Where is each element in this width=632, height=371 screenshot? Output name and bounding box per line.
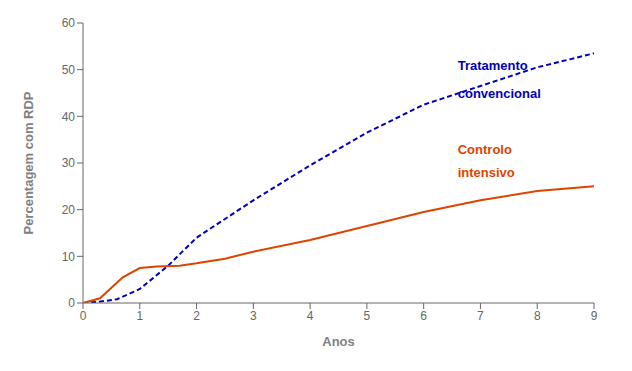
- svg-text:40: 40: [62, 110, 76, 124]
- svg-text:Tratamento: Tratamento: [458, 58, 528, 73]
- svg-text:3: 3: [250, 309, 257, 323]
- svg-text:4: 4: [307, 309, 314, 323]
- svg-text:2: 2: [193, 309, 200, 323]
- svg-text:Anos: Anos: [322, 334, 355, 349]
- svg-text:Percentagem com RDP: Percentagem com RDP: [21, 91, 36, 234]
- svg-text:60: 60: [62, 16, 76, 30]
- svg-text:intensivo: intensivo: [458, 165, 515, 180]
- svg-text:6: 6: [420, 309, 427, 323]
- svg-text:0: 0: [80, 309, 87, 323]
- svg-text:50: 50: [62, 63, 76, 77]
- svg-text:20: 20: [62, 203, 76, 217]
- svg-text:5: 5: [364, 309, 371, 323]
- svg-text:0: 0: [68, 296, 75, 310]
- svg-text:convencional: convencional: [458, 86, 541, 101]
- svg-text:9: 9: [591, 309, 598, 323]
- svg-text:30: 30: [62, 156, 76, 170]
- svg-text:7: 7: [477, 309, 484, 323]
- svg-text:10: 10: [62, 250, 76, 264]
- svg-text:8: 8: [534, 309, 541, 323]
- svg-text:1: 1: [136, 309, 143, 323]
- svg-text:Controlo: Controlo: [458, 142, 512, 157]
